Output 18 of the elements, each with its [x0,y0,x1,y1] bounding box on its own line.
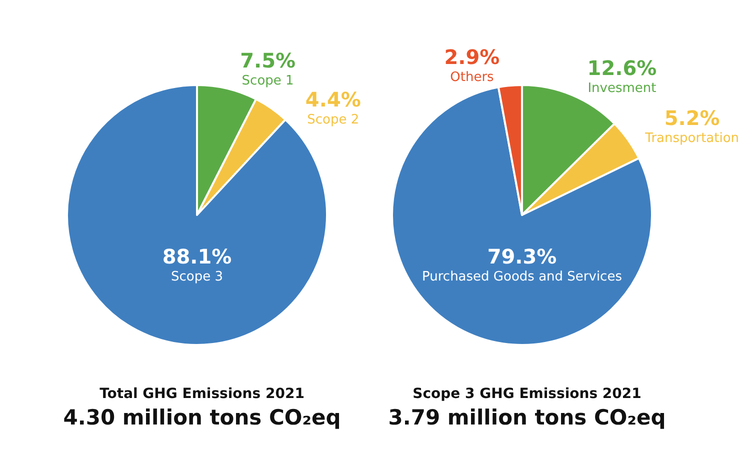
data-label: 79.3% [487,244,557,268]
slice-label: Others [450,70,494,86]
slice-label: Transportation [644,131,740,146]
text: Scope 3 GHG Emissions 2021 [412,386,642,402]
data-label: 12.6% [587,56,657,80]
slice-label: Scope 3 [170,270,224,284]
data-label: 88.1% [162,244,232,268]
data-label: 5.2% [664,106,720,130]
data-label: 7.5% [240,48,296,73]
slice-label: Purchased Goods and Services [422,270,622,284]
data-label: 4.4% [305,88,361,112]
data-label: 2.9% [444,45,500,70]
text: 3.79 million tons CO₂eq [388,406,666,430]
text: 4.30 million tons CO₂eq [63,406,341,430]
text: Total GHG Emissions 2021 [100,386,304,402]
slice-label: Scope 2 [307,112,360,128]
slice-label: Invesment [588,80,656,96]
slice-label: Scope 1 [242,74,294,89]
